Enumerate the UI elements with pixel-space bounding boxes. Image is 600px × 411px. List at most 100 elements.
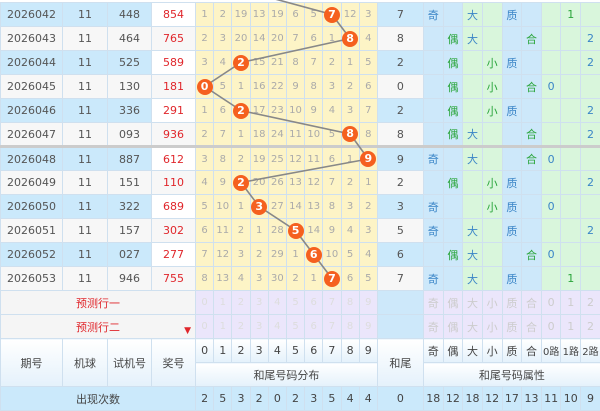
dist-value: 12 xyxy=(307,177,321,188)
count-attr: 10 xyxy=(560,386,582,411)
header-attr: 小 xyxy=(481,338,503,363)
tail-ball: 3 xyxy=(251,198,268,215)
predict-attr[interactable]: 质 xyxy=(501,290,523,315)
attr-cell xyxy=(521,2,542,27)
table-row: 2026045 11 130 181 0 5 1 16 22 9 8 3 2 6 0 偶小合 0 xyxy=(0,74,600,99)
predict-digit[interactable]: 1 xyxy=(213,290,233,315)
predict-attr[interactable]: 1 xyxy=(560,314,582,339)
predict-digit[interactable]: 9 xyxy=(358,290,378,315)
dist-value: 4 xyxy=(365,33,372,44)
predict-digit[interactable]: 4 xyxy=(267,290,287,315)
dist-cell: 22 xyxy=(267,74,287,99)
header-attr: 大 xyxy=(462,338,483,363)
dist-cell: 8 xyxy=(213,145,233,171)
predict-digit[interactable]: 8 xyxy=(340,314,360,339)
predict-digit[interactable]: 9 xyxy=(358,314,378,339)
dist-cell: 1 xyxy=(340,50,360,75)
dist-value: 1 xyxy=(201,105,208,116)
predict-attr[interactable]: 偶 xyxy=(442,290,464,315)
dist-cell: 5 xyxy=(213,74,233,99)
attr-cell: 质 xyxy=(501,98,523,123)
dist-value: 1 xyxy=(255,225,263,236)
predict-digit[interactable]: 0 xyxy=(194,314,215,339)
predict-attr[interactable]: 质 xyxy=(501,314,523,339)
tail-ball: 2 xyxy=(232,174,249,191)
dist-cell: 14 xyxy=(304,218,324,243)
dist-value: 14 xyxy=(289,201,302,212)
predict-digit[interactable]: 7 xyxy=(322,290,342,315)
predict-digit[interactable]: 5 xyxy=(285,290,306,315)
attr-cell: 偶 xyxy=(442,122,464,147)
predict-attr[interactable]: 1 xyxy=(560,290,582,315)
dist-cell: 1 xyxy=(231,74,251,99)
predict-digit[interactable]: 2 xyxy=(231,290,251,315)
predict-digit[interactable]: 2 xyxy=(231,314,251,339)
predict-attr[interactable]: 0 xyxy=(540,290,562,315)
dist-value: 1 xyxy=(365,177,372,188)
dist-cell: 6 xyxy=(304,242,324,267)
tail-value: 5 xyxy=(376,218,424,243)
predict-attr[interactable]: 合 xyxy=(521,314,542,339)
predict-attr[interactable]: 大 xyxy=(462,314,483,339)
dist-value: 8 xyxy=(219,153,226,165)
dist-cell: 3 xyxy=(249,194,269,219)
dist-cell: 30 xyxy=(267,266,287,291)
dist-cell: 8 xyxy=(358,122,378,147)
predict-digit[interactable]: 5 xyxy=(285,314,306,339)
arrow-down-icon[interactable]: ▼ xyxy=(184,326,191,336)
predict-attr[interactable]: 合 xyxy=(521,290,542,315)
dist-value: 15 xyxy=(252,57,266,68)
predict-digit[interactable]: 8 xyxy=(340,290,360,315)
predict-attr[interactable]: 2 xyxy=(580,290,600,315)
attr-cell: 小 xyxy=(481,50,503,75)
predict-attr[interactable]: 小 xyxy=(481,290,503,315)
predict-digit[interactable]: 3 xyxy=(249,314,269,339)
dist-value: 3 xyxy=(219,33,226,44)
dist-value: 1 xyxy=(346,153,354,165)
predict-tail[interactable] xyxy=(376,314,424,339)
attr-cell xyxy=(560,145,582,171)
predict-attr[interactable]: 奇 xyxy=(422,314,444,339)
dist-value: 3 xyxy=(201,153,208,165)
dist-value: 5 xyxy=(310,9,317,20)
predict-attr[interactable]: 大 xyxy=(462,290,483,315)
tail-ball: 7 xyxy=(323,270,340,287)
dist-value: 20 xyxy=(234,33,248,44)
predict-digit[interactable]: 1 xyxy=(213,314,233,339)
predict-attr[interactable]: 小 xyxy=(481,314,503,339)
predict-attr[interactable]: 奇 xyxy=(422,290,444,315)
dist-cell: 9 xyxy=(285,74,306,99)
predict-digit[interactable]: 7 xyxy=(322,314,342,339)
dist-cell: 2 xyxy=(249,242,269,267)
table-row: 2026051 11 157 302 6 11 2 1 28 5 14 9 4 3 5 奇大质 2 xyxy=(0,218,600,243)
predict-row-1-label[interactable]: 预测行一 xyxy=(0,290,196,315)
predict-tail[interactable] xyxy=(376,290,424,315)
attr-cell: 0 xyxy=(540,242,562,267)
attr-cell xyxy=(442,145,464,171)
attr-cell xyxy=(540,2,562,27)
dist-cell: 5 xyxy=(285,218,306,243)
predict-digit[interactable]: 6 xyxy=(304,290,324,315)
machine: 11 xyxy=(62,2,108,27)
predict-digit[interactable]: 6 xyxy=(304,314,324,339)
attr-cell: 偶 xyxy=(442,170,464,195)
dist-value: 1 xyxy=(237,201,245,212)
attr-cell: 奇 xyxy=(422,145,444,171)
predict-digit[interactable]: 4 xyxy=(267,314,287,339)
predict-digit[interactable]: 0 xyxy=(194,290,215,315)
dist-cell: 7 xyxy=(322,2,342,27)
predict-row-2-cell[interactable]: 预测行二 ▼ xyxy=(0,314,196,339)
dist-value: 2 xyxy=(328,57,336,68)
predict-attr[interactable]: 2 xyxy=(580,314,600,339)
predict-attr[interactable]: 偶 xyxy=(442,314,464,339)
attr-cell xyxy=(501,242,523,267)
predict-digit[interactable]: 3 xyxy=(249,290,269,315)
dist-cell: 12 xyxy=(213,242,233,267)
attr-cell xyxy=(580,145,600,171)
attr-cell xyxy=(422,50,444,75)
predict-attr[interactable]: 0 xyxy=(540,314,562,339)
attr-cell xyxy=(540,266,562,291)
dist-cell: 3 xyxy=(213,26,233,51)
dist-cell: 6 xyxy=(322,145,342,171)
dist-cell: 2 xyxy=(213,2,233,27)
